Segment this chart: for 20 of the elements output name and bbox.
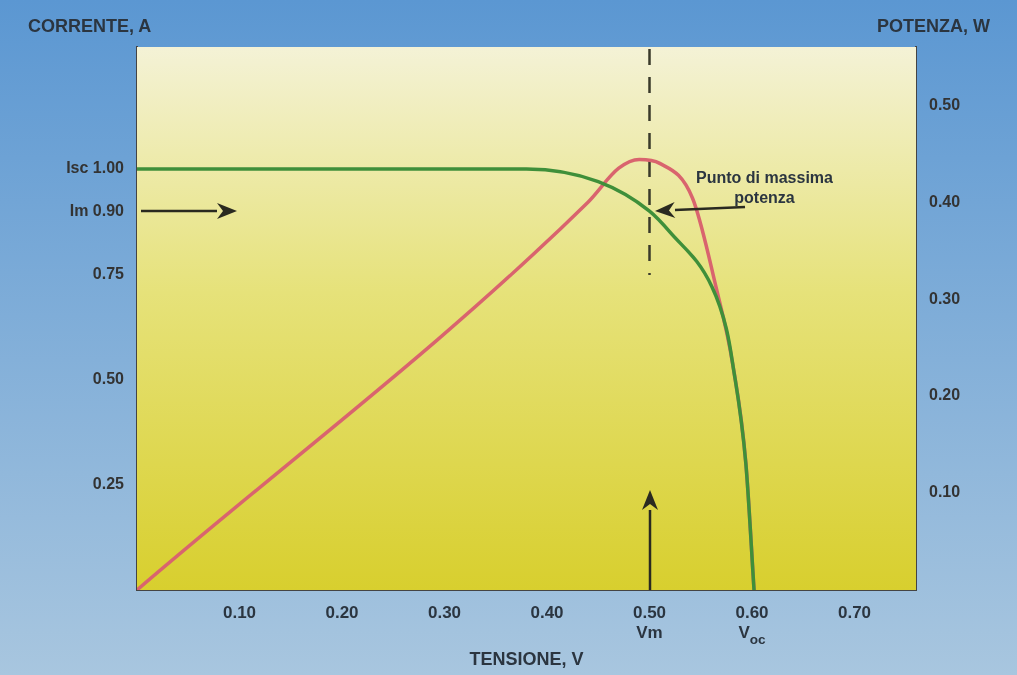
y2-tick-label: 0.50 <box>929 95 961 113</box>
y2-tick-label: 0.10 <box>929 483 961 501</box>
y2-tick-label: 0.20 <box>929 386 961 404</box>
y-tick-label: 0.25 <box>92 475 125 493</box>
y-tick-label: Isc 1.00 <box>66 159 125 177</box>
x-tick-label: 0.30 <box>427 603 462 622</box>
x-tick-label: 0.20 <box>325 603 359 622</box>
y2-axis-title: POTENZA, W <box>877 16 990 36</box>
y2-tick-label: 0.40 <box>929 192 961 210</box>
x-tick-label: 0.10 <box>222 603 257 622</box>
x-axis-title: TENSIONE, V <box>469 649 584 669</box>
y-tick-label: 0.75 <box>92 264 125 282</box>
x-tick-label: 0.50 Vm <box>632 603 667 642</box>
y-tick-label: 0.50 <box>92 369 125 387</box>
x-tick-label: 0.40 <box>530 603 564 622</box>
annotation: Punto di massima potenza <box>696 169 834 207</box>
y-axis-title: CORRENTE, A <box>28 16 152 36</box>
y2-tick-label: 0.30 <box>929 289 961 307</box>
x-tick-label: 0.70 <box>837 603 872 622</box>
y-tick-label: Im 0.90 <box>69 201 125 219</box>
